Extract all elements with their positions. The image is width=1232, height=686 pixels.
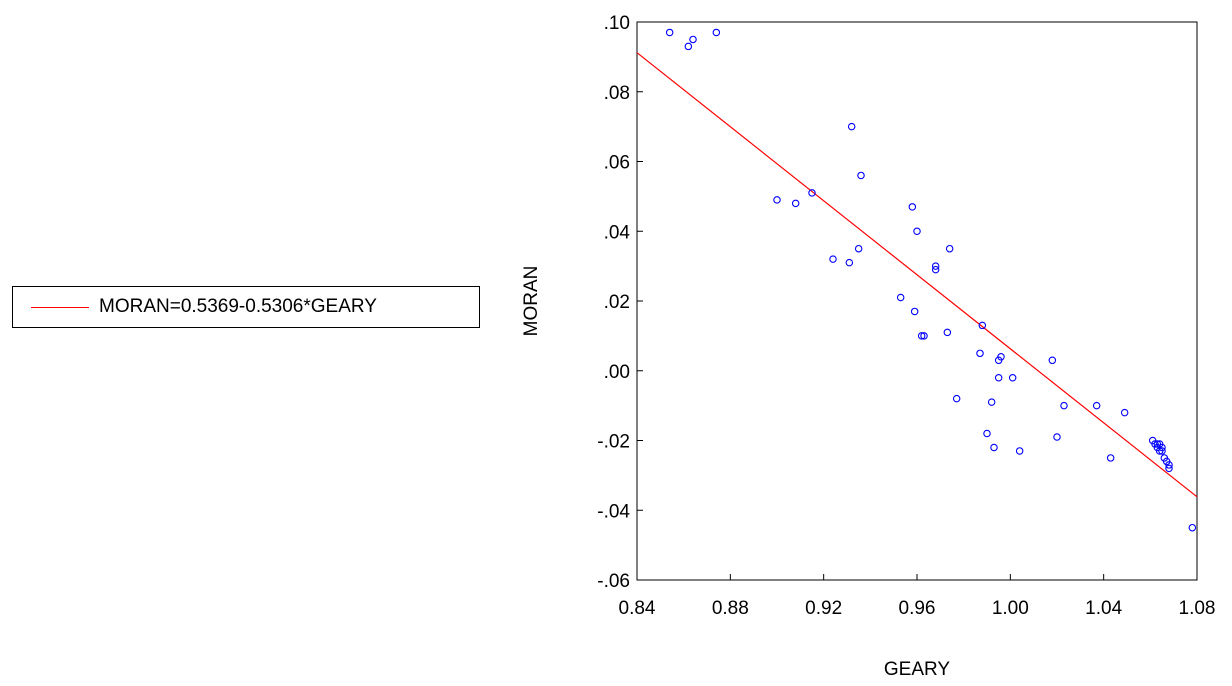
scatter-point bbox=[773, 196, 781, 204]
regression-layer bbox=[636, 52, 1198, 498]
points-layer bbox=[665, 28, 1197, 532]
y-tick-label: .06 bbox=[604, 153, 630, 174]
scatter-point bbox=[910, 307, 919, 316]
x-tick-label: 0.96 bbox=[899, 598, 936, 619]
scatter-point bbox=[847, 122, 856, 131]
scatter-point bbox=[689, 35, 697, 44]
y-tick-label: -.06 bbox=[597, 571, 630, 592]
x-tick-label: 0.88 bbox=[712, 598, 749, 619]
scatter-point bbox=[920, 332, 928, 340]
scatter-point bbox=[665, 28, 674, 37]
scatter-point bbox=[854, 244, 863, 253]
scatter-point bbox=[896, 293, 905, 302]
y-tick-label: -.02 bbox=[597, 432, 630, 453]
legend-label: MORAN=0.5369-0.5306*GEARY bbox=[99, 296, 377, 317]
scatter-point bbox=[1158, 443, 1166, 452]
scatter-point bbox=[1188, 523, 1197, 532]
scatter-point bbox=[684, 42, 693, 51]
x-axis-label: GEARY bbox=[884, 659, 951, 680]
x-tick-label: 0.92 bbox=[805, 598, 842, 619]
scatter-point bbox=[931, 265, 940, 274]
scatter-point bbox=[808, 189, 816, 197]
scatter-point bbox=[857, 171, 865, 180]
scatter-point bbox=[1053, 433, 1061, 441]
y-tick-label: .04 bbox=[604, 222, 631, 243]
scatter-point bbox=[978, 321, 987, 330]
scatter-point bbox=[917, 332, 926, 340]
scatter-point bbox=[1092, 401, 1101, 410]
scatter-point bbox=[1165, 461, 1173, 469]
scatter-point bbox=[1008, 373, 1017, 382]
scatter-point bbox=[976, 349, 984, 358]
plot-frame bbox=[636, 21, 1198, 581]
scatter-point bbox=[1153, 440, 1162, 448]
scatter-point bbox=[990, 443, 998, 452]
scatter-point bbox=[845, 258, 854, 267]
scatter-point bbox=[1015, 447, 1024, 455]
ticks-layer: 0.84 0.88 0.92 0.96 1.00 1.04 1.08 .10 .08 .06 .04… bbox=[597, 13, 1215, 619]
scatter-point bbox=[994, 373, 1003, 382]
y-tick-label: .02 bbox=[604, 292, 630, 313]
scatter-point bbox=[931, 262, 940, 270]
x-tick-label: 1.00 bbox=[992, 598, 1029, 619]
scatter-point bbox=[952, 394, 961, 403]
scatter-point bbox=[908, 203, 917, 211]
y-tick-label: .08 bbox=[604, 83, 630, 104]
y-tick-label: .10 bbox=[604, 13, 630, 34]
scatter-point bbox=[913, 227, 921, 236]
scatter-point bbox=[945, 244, 954, 253]
y-tick-label: .00 bbox=[604, 362, 630, 383]
scatter-point bbox=[1048, 356, 1057, 365]
legend: MORAN=0.5369-0.5306*GEARY bbox=[12, 286, 480, 328]
x-tick-label: 1.08 bbox=[1179, 598, 1216, 619]
regression-line bbox=[636, 52, 1198, 498]
scatter-point bbox=[983, 429, 991, 438]
legend-line-swatch bbox=[31, 307, 89, 308]
scatter-point bbox=[1106, 454, 1115, 462]
scatter-point bbox=[1165, 464, 1173, 473]
scatter-point bbox=[791, 199, 800, 208]
scatter-point bbox=[943, 328, 952, 337]
y-tick-label: -.04 bbox=[597, 501, 630, 522]
scatter-point bbox=[712, 28, 721, 37]
scatter-point bbox=[1060, 401, 1068, 410]
scatter-point bbox=[1158, 447, 1166, 455]
scatter-point bbox=[829, 255, 837, 263]
x-tick-label: 0.84 bbox=[619, 598, 656, 619]
scatter-point bbox=[997, 353, 1005, 361]
scatter-point bbox=[1120, 408, 1129, 417]
y-axis-label: MORAN bbox=[521, 266, 542, 337]
scatter-point bbox=[987, 398, 996, 406]
x-tick-label: 1.04 bbox=[1085, 598, 1122, 619]
